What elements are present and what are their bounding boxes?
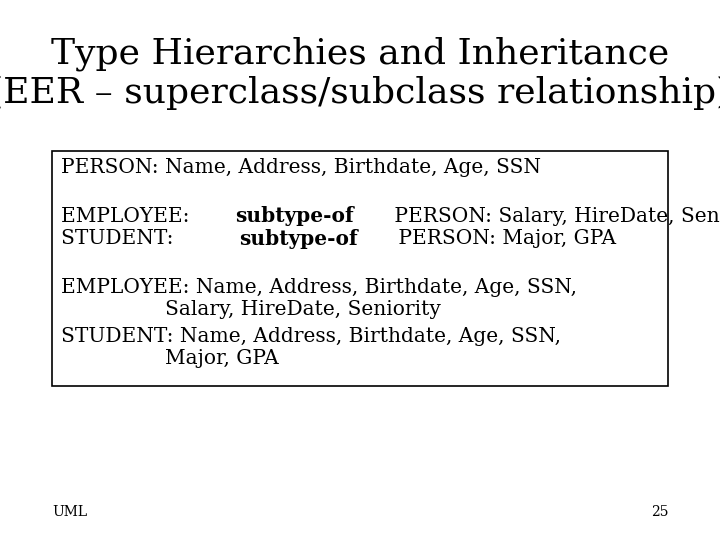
- Text: PERSON: Major, GPA: PERSON: Major, GPA: [392, 229, 616, 248]
- Text: EMPLOYEE:: EMPLOYEE:: [61, 206, 196, 226]
- Text: subtype-of: subtype-of: [239, 228, 358, 249]
- Text: 25: 25: [651, 505, 668, 519]
- Text: (EER – superclass/subclass relationship): (EER – superclass/subclass relationship): [0, 76, 720, 110]
- Text: PERSON: Name, Address, Birthdate, Age, SSN: PERSON: Name, Address, Birthdate, Age, S…: [61, 158, 541, 177]
- Text: STUDENT: Name, Address, Birthdate, Age, SSN,: STUDENT: Name, Address, Birthdate, Age, …: [61, 327, 561, 346]
- FancyBboxPatch shape: [52, 151, 668, 386]
- Text: Type Hierarchies and Inheritance: Type Hierarchies and Inheritance: [51, 37, 669, 71]
- Text: Major, GPA: Major, GPA: [165, 349, 278, 368]
- Text: STUDENT:: STUDENT:: [61, 229, 199, 248]
- Text: UML: UML: [52, 505, 87, 519]
- Text: Salary, HireDate, Seniority: Salary, HireDate, Seniority: [165, 300, 441, 319]
- Text: EMPLOYEE: Name, Address, Birthdate, Age, SSN,: EMPLOYEE: Name, Address, Birthdate, Age,…: [61, 278, 577, 297]
- Text: subtype-of: subtype-of: [235, 206, 354, 226]
- Text: PERSON: Salary, HireDate, Seniority: PERSON: Salary, HireDate, Seniority: [388, 206, 720, 226]
